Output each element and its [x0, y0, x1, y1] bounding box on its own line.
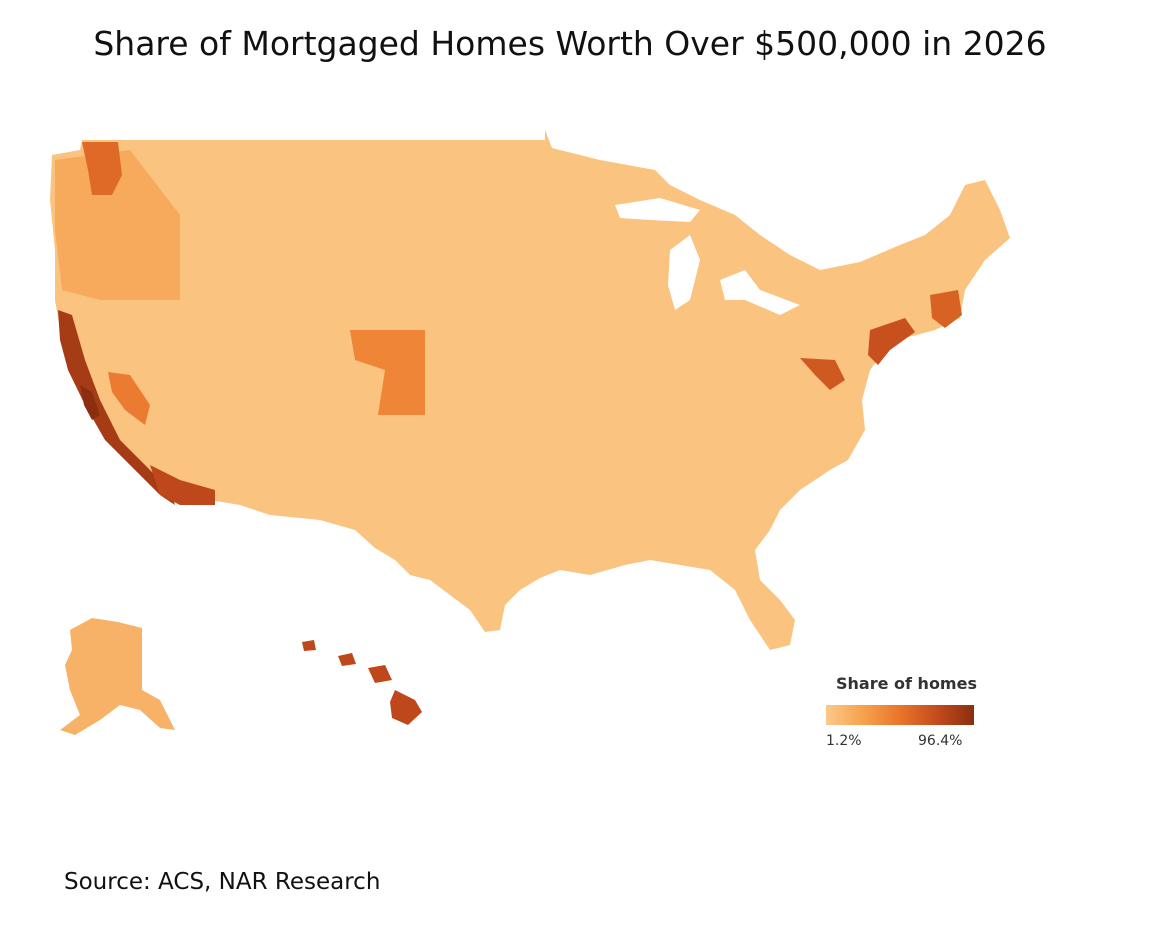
- region-us-contiguous: [50, 130, 1010, 650]
- chart-title: Share of Mortgaged Homes Worth Over $500…: [93, 24, 1047, 63]
- legend-color-ramp: [826, 705, 974, 725]
- hawaii-island-oahu: [338, 653, 356, 666]
- lake-superior: [615, 198, 700, 222]
- hawaii-island-maui: [368, 665, 392, 683]
- region-colorado-front-range: [350, 330, 425, 415]
- region-seattle-area: [82, 142, 122, 195]
- legend-min-label: 1.2%: [826, 733, 862, 749]
- source-note: Source: ACS, NAR Research: [64, 869, 381, 895]
- legend-title: Share of homes: [836, 674, 977, 693]
- region-pacific-northwest: [55, 150, 180, 300]
- hawaii-island-kauai: [302, 640, 316, 651]
- lake-michigan: [668, 235, 700, 310]
- region-northeast-corridor: [868, 318, 915, 365]
- hawaii-island-big: [390, 690, 422, 725]
- region-alaska: [60, 618, 175, 735]
- lake-huron-erie: [720, 270, 800, 315]
- region-dc-area: [800, 358, 845, 390]
- region-boston-area: [930, 290, 962, 328]
- region-southern-california: [150, 465, 215, 505]
- region-hawaii: [302, 640, 422, 725]
- region-central-valley: [108, 372, 150, 425]
- region-bay-area: [80, 385, 100, 420]
- legend-max-label: 96.4%: [918, 733, 963, 749]
